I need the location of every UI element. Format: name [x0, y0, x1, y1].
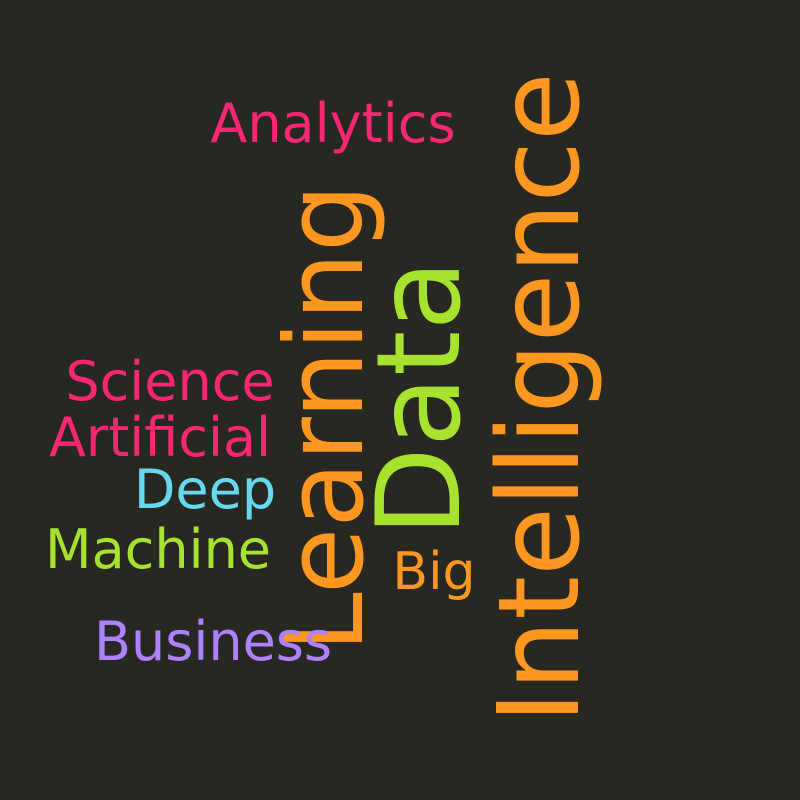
word-business: Business [93, 610, 333, 673]
word-intelligence: Intelligence [475, 72, 605, 724]
word-machine: Machine [44, 518, 272, 581]
word-analytics: Analytics [210, 92, 456, 155]
word-science: Science [65, 350, 275, 413]
word-data: Data [352, 259, 487, 537]
word-artificial: Artificial [48, 406, 272, 469]
word-deep: Deep [133, 458, 277, 521]
word-big: Big [392, 542, 476, 602]
